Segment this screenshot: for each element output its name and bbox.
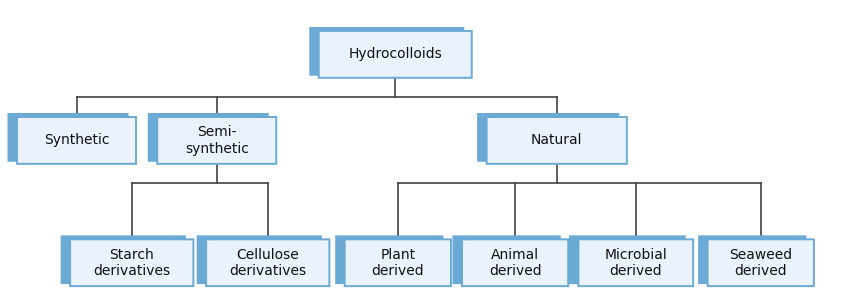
Text: Natural: Natural <box>531 133 582 147</box>
FancyBboxPatch shape <box>570 236 684 283</box>
FancyBboxPatch shape <box>699 236 805 283</box>
FancyBboxPatch shape <box>206 239 329 286</box>
Text: Animal
derived: Animal derived <box>489 248 541 278</box>
Text: Seaweed
derived: Seaweed derived <box>729 248 792 278</box>
FancyBboxPatch shape <box>70 239 193 286</box>
FancyBboxPatch shape <box>17 117 136 164</box>
FancyBboxPatch shape <box>345 239 450 286</box>
FancyBboxPatch shape <box>310 28 463 75</box>
FancyBboxPatch shape <box>8 114 127 161</box>
FancyBboxPatch shape <box>453 236 559 283</box>
Text: Cellulose
derivatives: Cellulose derivatives <box>230 248 306 278</box>
FancyBboxPatch shape <box>707 239 813 286</box>
FancyBboxPatch shape <box>157 117 276 164</box>
Text: Microbial
derived: Microbial derived <box>604 248 667 278</box>
FancyBboxPatch shape <box>336 236 442 283</box>
FancyBboxPatch shape <box>486 117 626 164</box>
Text: Hydrocolloids: Hydrocolloids <box>348 47 442 61</box>
FancyBboxPatch shape <box>197 236 320 283</box>
Text: Starch
derivatives: Starch derivatives <box>94 248 170 278</box>
FancyBboxPatch shape <box>62 236 184 283</box>
Text: Plant
derived: Plant derived <box>371 248 424 278</box>
FancyBboxPatch shape <box>462 239 568 286</box>
FancyBboxPatch shape <box>149 114 268 161</box>
FancyBboxPatch shape <box>578 239 693 286</box>
Text: Semi-
synthetic: Semi- synthetic <box>184 125 249 156</box>
FancyBboxPatch shape <box>478 114 618 161</box>
Text: Synthetic: Synthetic <box>43 133 110 147</box>
FancyBboxPatch shape <box>319 31 472 78</box>
